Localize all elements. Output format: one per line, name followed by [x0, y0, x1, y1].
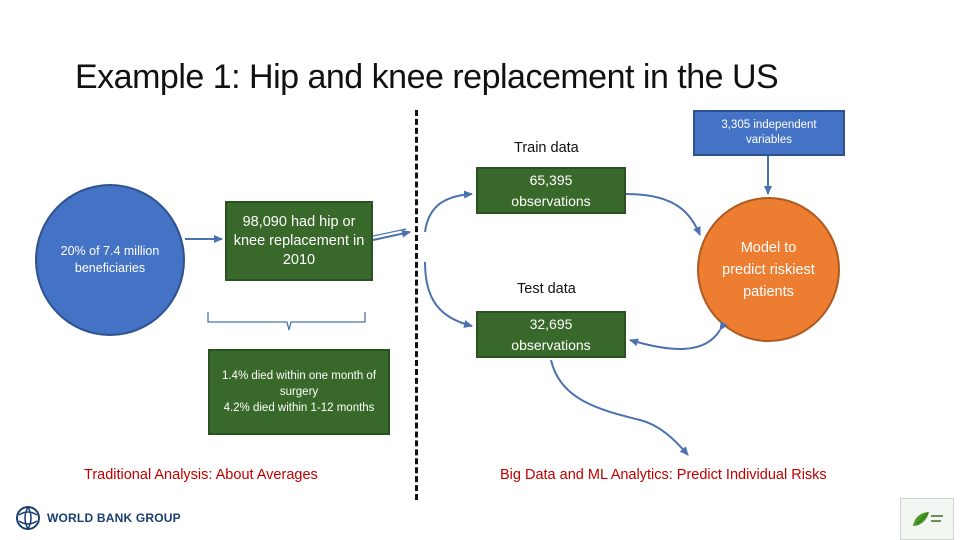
train-observations-node: 65,395 observations [476, 167, 626, 214]
model-text: Model to predict riskiest patients [722, 239, 815, 300]
arrow-to-train [424, 190, 473, 233]
arrow-train-to-model [625, 193, 701, 236]
beneficiaries-node: 20% of 7.4 million beneficiaries [35, 184, 185, 336]
train-observations-text: 65,395 observations [511, 171, 591, 209]
section-divider [415, 110, 418, 500]
test-observations-text: 32,695 observations [511, 315, 591, 353]
variables-text: 3,305 independent variables [721, 119, 817, 146]
arrow-model-test [629, 321, 728, 350]
leaf-logo-icon [913, 512, 943, 526]
test-data-label: Test data [517, 281, 576, 297]
globe-icon [16, 506, 40, 530]
arrow-replacement-to-split [372, 229, 411, 241]
test-observations-node: 32,695 observations [476, 311, 626, 358]
variables-node: 3,305 independent variables [693, 110, 845, 156]
right-caption: Big Data and ML Analytics: Predict Indiv… [500, 467, 827, 483]
bracket [207, 312, 366, 331]
partner-logo [900, 498, 954, 540]
world-bank-text: WORLD BANK GROUP [47, 511, 181, 525]
model-node: Model to predict riskiest patients [697, 197, 840, 342]
replacement-text: 98,090 had hip or knee replacement in 20… [233, 213, 365, 268]
mortality-node: 1.4% died within one month of surgery 4.… [208, 349, 390, 435]
left-caption: Traditional Analysis: About Averages [84, 467, 318, 483]
arrow-to-test [424, 261, 473, 328]
mortality-text: 1.4% died within one month of surgery 4.… [221, 370, 377, 414]
replacement-node: 98,090 had hip or knee replacement in 20… [225, 201, 373, 281]
world-bank-logo: WORLD BANK GROUP [15, 505, 181, 531]
beneficiaries-text: 20% of 7.4 million beneficiaries [60, 244, 160, 275]
train-data-label: Train data [514, 140, 579, 156]
arrow-test-to-caption [550, 359, 689, 456]
slide-title: Example 1: Hip and knee replacement in t… [75, 58, 779, 96]
